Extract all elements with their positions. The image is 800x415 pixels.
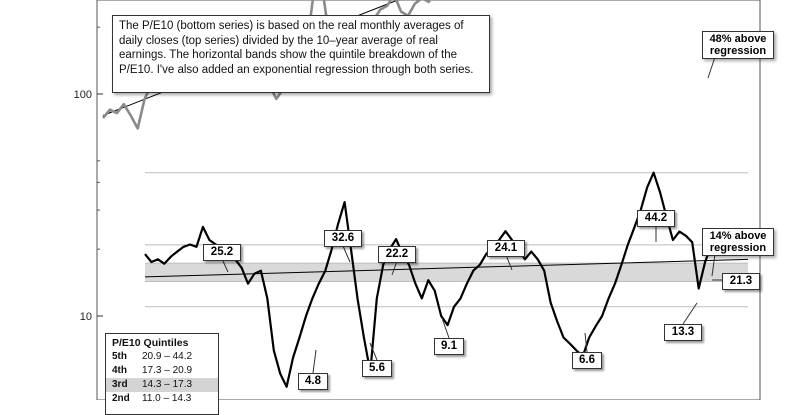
callout-line: regression [709, 242, 767, 254]
quintile-row: 4th 17.3 – 20.9 [106, 364, 218, 378]
peak-label: 13.3 [664, 324, 702, 341]
quintile-range: 20.9 – 44.2 [142, 351, 193, 362]
y-tick-label: 10 [80, 311, 92, 323]
quintile-legend: P/E10 Quintiles 5th 20.9 – 44.2 4th 17.3… [105, 333, 219, 415]
y-tick-label: 100 [74, 89, 92, 101]
label-leader [221, 258, 229, 273]
y-axis-ticks: 100010010 [74, 26, 103, 323]
label-leader [441, 317, 450, 339]
label-leaders [221, 56, 722, 374]
label-leader [342, 245, 351, 263]
quintile-bands [145, 172, 748, 308]
callout-line: 48% above [709, 33, 767, 45]
chart-annotation: The P/E10 (bottom series) is based on th… [112, 15, 490, 93]
callout-leader [707, 56, 716, 79]
quintile-legend-title: P/E10 Quintiles [112, 337, 189, 349]
peak-label: 4.8 [298, 373, 328, 390]
quintile-row: 5th 20.9 – 44.2 [106, 350, 218, 364]
callout-line: 14% above [709, 230, 767, 242]
quintile-name: 2nd [112, 393, 130, 404]
quintile-range: 14.3 – 17.3 [142, 379, 193, 390]
peak-label: 21.3 [722, 273, 760, 290]
peak-label: 22.2 [378, 246, 416, 263]
price-regression-callout: 48% above regression [702, 31, 774, 59]
quintile-range: 17.3 – 20.9 [142, 365, 193, 376]
quintile-name: 5th [112, 351, 127, 362]
callout-line: regression [709, 45, 767, 57]
callout-leader [711, 253, 716, 277]
quintile-name: 4th [112, 365, 127, 376]
label-leader [505, 254, 513, 271]
label-leader [682, 302, 698, 325]
quintile-range: 11.0 – 14.3 [142, 393, 192, 404]
peak-label: 5.6 [362, 360, 392, 377]
quintile-name: 3rd [112, 379, 128, 390]
peak-label: 24.1 [487, 240, 525, 257]
pe10-series-line [144, 171, 719, 388]
label-leader [312, 349, 317, 374]
label-leader [391, 260, 398, 276]
peak-label: 32.6 [324, 230, 362, 247]
quintile-row: 2nd 11.0 – 14.3 [106, 392, 218, 406]
peak-label: 25.2 [203, 244, 241, 261]
quintile-row: 3rd 14.3 – 17.3 [106, 378, 218, 392]
label-leader [584, 332, 588, 353]
label-leader [369, 342, 378, 361]
peak-label: 9.1 [434, 338, 464, 355]
pe10-regression-callout: 14% above regression [702, 228, 774, 256]
peak-label: 6.6 [572, 352, 602, 369]
peak-label: 44.2 [637, 210, 675, 227]
quintile-band [145, 263, 748, 282]
regression-line [144, 258, 749, 278]
